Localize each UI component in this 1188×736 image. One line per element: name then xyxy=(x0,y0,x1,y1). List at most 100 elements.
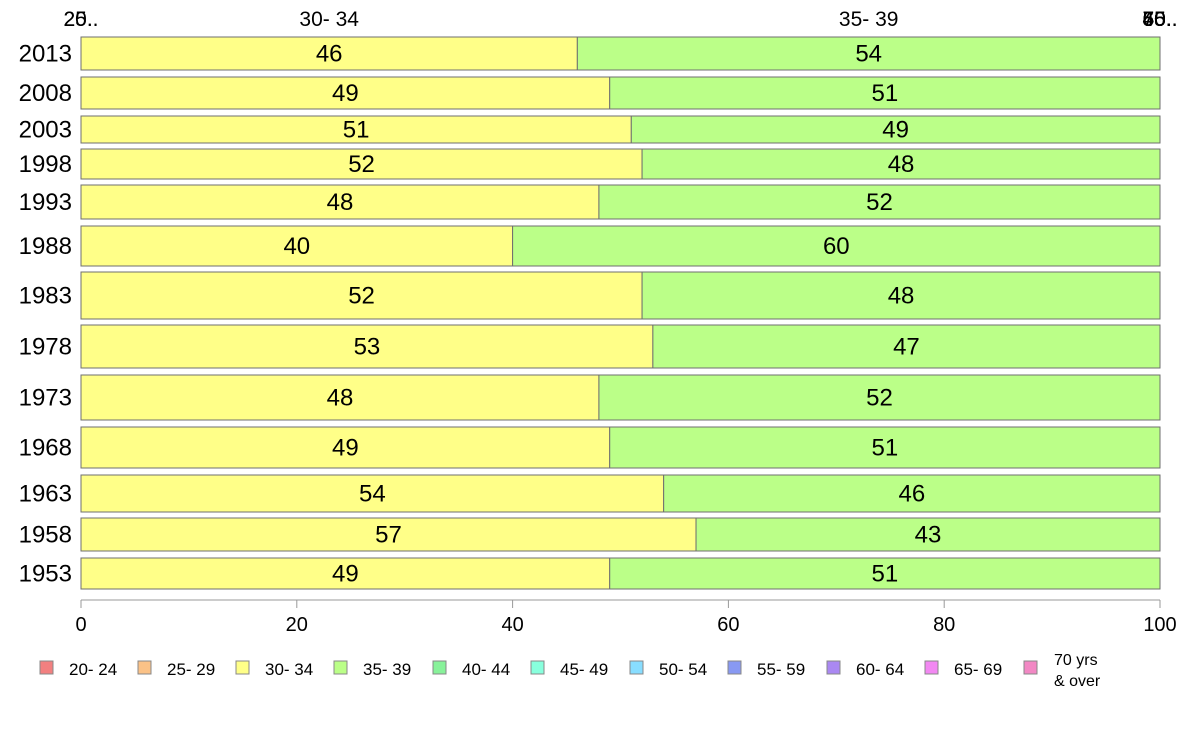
y-tick-label: 1978 xyxy=(19,334,72,361)
legend-label: 40- 44 xyxy=(462,660,510,679)
legend-swatch xyxy=(1023,660,1038,675)
data-label: 52 xyxy=(866,189,893,216)
legend-swatch xyxy=(235,660,250,675)
legend-swatch xyxy=(39,660,54,675)
x-tick-label: 20 xyxy=(286,614,308,636)
legend-label: & over xyxy=(1054,673,1101,690)
bar-segment xyxy=(80,76,611,110)
data-label: 51 xyxy=(343,117,370,144)
top-series-label: 70.. xyxy=(1142,8,1177,31)
data-label: 51 xyxy=(872,80,899,107)
x-tick-label: 100 xyxy=(1143,614,1176,636)
bar-segment xyxy=(641,148,1161,180)
top-series-label: 35- 39 xyxy=(839,8,899,31)
data-label: 52 xyxy=(348,283,375,310)
bar-segment xyxy=(641,271,1161,320)
legend-label: 65- 69 xyxy=(954,660,1002,679)
data-label: 54 xyxy=(359,481,386,508)
top-series-label: 55.. xyxy=(1142,8,1177,31)
data-label: 54 xyxy=(855,41,882,68)
bar-segment xyxy=(80,517,697,552)
top-series-label: 45.. xyxy=(1142,8,1177,31)
data-label: 52 xyxy=(866,385,893,412)
legend-label: 55- 59 xyxy=(757,660,805,679)
legend-label: 70 yrs xyxy=(1054,652,1098,669)
y-tick-label: 1988 xyxy=(19,233,72,260)
top-series-label: 20.. xyxy=(63,8,98,31)
bar-segment xyxy=(609,76,1161,110)
bar-segment xyxy=(598,374,1161,421)
bar-segment xyxy=(652,324,1161,369)
data-label: 57 xyxy=(375,522,402,549)
x-tick-label: 40 xyxy=(501,614,523,636)
y-tick-label: 1998 xyxy=(19,151,72,178)
bar-segment xyxy=(598,184,1161,220)
legend-swatch xyxy=(530,660,545,675)
data-label: 48 xyxy=(327,189,354,216)
legend-label: 35- 39 xyxy=(363,660,411,679)
y-tick-label: 1968 xyxy=(19,435,72,462)
legend-swatch xyxy=(629,660,644,675)
x-tick-label: 80 xyxy=(933,614,955,636)
legend-label: 30- 34 xyxy=(265,660,313,679)
legend-swatch xyxy=(924,660,939,675)
y-tick-label: 1963 xyxy=(19,481,72,508)
y-tick-label: 2008 xyxy=(19,80,72,107)
legend-label: 45- 49 xyxy=(560,660,608,679)
data-label: 48 xyxy=(888,151,915,178)
legend-swatch xyxy=(826,660,841,675)
bar-segment xyxy=(695,517,1161,552)
data-label: 52 xyxy=(348,151,375,178)
y-tick-label: 1958 xyxy=(19,522,72,549)
bar-segment xyxy=(609,426,1161,469)
y-tick-label: 1983 xyxy=(19,283,72,310)
data-label: 47 xyxy=(893,334,920,361)
bar-segment xyxy=(80,225,514,267)
y-tick-label: 1953 xyxy=(19,561,72,588)
bar-segment xyxy=(80,324,654,369)
data-label: 48 xyxy=(327,385,354,412)
data-label: 49 xyxy=(332,561,359,588)
bar-segment xyxy=(80,36,578,71)
legend-swatch xyxy=(432,660,447,675)
legend-label: 60- 64 xyxy=(856,660,904,679)
data-label: 49 xyxy=(882,117,909,144)
data-label: 46 xyxy=(898,481,925,508)
legend-label: 25- 29 xyxy=(167,660,215,679)
top-series-label: 40.. xyxy=(1142,8,1177,31)
legend-swatch xyxy=(137,660,152,675)
data-label: 40 xyxy=(283,233,310,260)
data-label: 49 xyxy=(332,80,359,107)
legend-swatch xyxy=(727,660,742,675)
legend-label: 20- 24 xyxy=(69,660,117,679)
bar-segment xyxy=(663,474,1161,513)
x-tick-label: 0 xyxy=(75,614,86,636)
bar-segment xyxy=(512,225,1161,267)
bar-segment xyxy=(80,374,600,421)
data-label: 49 xyxy=(332,435,359,462)
legend-swatch xyxy=(333,660,348,675)
bar-segment xyxy=(80,271,643,320)
top-series-label: 50.. xyxy=(1142,8,1177,31)
data-label: 48 xyxy=(888,283,915,310)
bar-segment xyxy=(609,557,1161,590)
top-series-label: 25.. xyxy=(63,8,98,31)
bar-segment xyxy=(576,36,1161,71)
y-tick-label: 2013 xyxy=(19,41,72,68)
bar-segment xyxy=(80,148,643,180)
data-label: 53 xyxy=(354,334,381,361)
y-tick-label: 2003 xyxy=(19,117,72,144)
y-tick-label: 1993 xyxy=(19,189,72,216)
top-series-label: 60.. xyxy=(1142,8,1177,31)
bar-segment xyxy=(80,184,600,220)
data-label: 60 xyxy=(823,233,850,260)
data-label: 51 xyxy=(872,435,899,462)
bar-segment xyxy=(80,426,611,469)
bar-segment xyxy=(80,474,665,513)
data-label: 43 xyxy=(915,522,942,549)
bar-segment xyxy=(630,115,1161,144)
top-series-label: 30- 34 xyxy=(299,8,359,31)
y-tick-label: 1973 xyxy=(19,385,72,412)
data-label: 51 xyxy=(872,561,899,588)
